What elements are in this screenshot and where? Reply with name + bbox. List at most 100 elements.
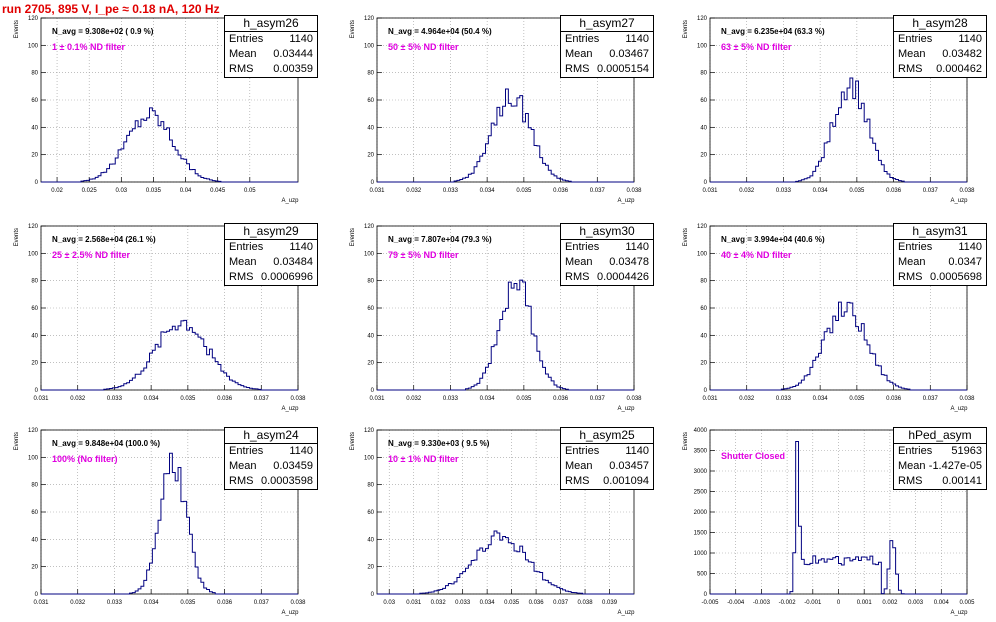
y-tick-label: 80 bbox=[367, 279, 374, 285]
navg-label: N_avg = 2.568e+04 (26.1 %) bbox=[52, 235, 156, 244]
x-tick-label: 0.025 bbox=[82, 188, 98, 194]
x-tick-label: 0.02 bbox=[51, 188, 63, 194]
stat-row-mean: Mean 0.03467 bbox=[561, 47, 653, 62]
stat-row-entries: Entries 1140 bbox=[561, 32, 653, 47]
y-tick-label: 100 bbox=[28, 455, 39, 461]
filter-label: 63 ± 5% ND filter bbox=[721, 42, 792, 52]
x-tick-label: 0.005 bbox=[959, 600, 975, 606]
stat-value: 0.03459 bbox=[273, 460, 313, 472]
y-tick-label: 0 bbox=[704, 180, 708, 186]
plot-frame bbox=[40, 225, 299, 391]
stat-label: RMS bbox=[898, 475, 923, 487]
stat-box: h_asym31 Entries 1140 Mean 0.0347 RMS 0.000569… bbox=[893, 223, 987, 286]
y-tick-label: 20 bbox=[367, 153, 374, 159]
x-tick-label: 0.038 bbox=[959, 396, 975, 402]
x-tick-label: 0.038 bbox=[578, 600, 594, 606]
stat-value: 0.03467 bbox=[609, 48, 649, 60]
histogram-line bbox=[377, 530, 634, 595]
y-tick-label: 20 bbox=[31, 565, 38, 571]
y-tick-label: 80 bbox=[31, 279, 38, 285]
stat-box: h_asym29 Entries 1140 Mean 0.03484 RMS 0.00069… bbox=[224, 223, 318, 286]
y-tick-label: 500 bbox=[697, 572, 708, 578]
histogram-line bbox=[377, 88, 634, 183]
x-tick-label: 0.035 bbox=[146, 188, 162, 194]
histogram-plot: 0.03 0.031 0.032 0.033 0.034 0.035 0.036 0.037 0… bbox=[350, 428, 635, 616]
y-tick-label: 80 bbox=[31, 71, 38, 77]
stat-value: 1140 bbox=[958, 33, 982, 45]
x-tick-label: -0.005 bbox=[701, 600, 719, 606]
stat-row-mean: Mean 0.03484 bbox=[225, 255, 317, 270]
x-tick-label: 0.037 bbox=[923, 188, 939, 194]
x-tick-label: -0.004 bbox=[727, 600, 745, 606]
stat-value: 1140 bbox=[958, 241, 982, 253]
x-tick-label: 0.037 bbox=[590, 188, 606, 194]
stat-label: RMS bbox=[229, 475, 254, 487]
histogram-panel-h_asym27: 0.031 0.032 0.033 0.034 0.035 0.036 0.037 0.038… bbox=[350, 15, 670, 208]
stat-box: h_asym25 Entries 1140 Mean 0.03457 RMS 0.00109… bbox=[560, 427, 654, 490]
y-tick-label: 80 bbox=[367, 71, 374, 77]
y-tick-label: 60 bbox=[700, 306, 707, 312]
x-tick-label: 0.001 bbox=[857, 600, 873, 606]
stat-value: 0.00141 bbox=[942, 475, 982, 487]
x-tick-label: 0.035 bbox=[849, 396, 865, 402]
plot-frame bbox=[709, 429, 968, 595]
x-tick-label: 0.031 bbox=[406, 600, 422, 606]
y-axis-label: Events bbox=[14, 228, 20, 246]
y-tick-label: 100 bbox=[697, 43, 708, 49]
y-tick-label: 120 bbox=[697, 224, 708, 230]
y-tick-label: 100 bbox=[28, 43, 39, 49]
stat-label: Entries bbox=[898, 33, 933, 45]
histogram-plot: 0.031 0.032 0.033 0.034 0.035 0.036 0.037 0.038… bbox=[683, 16, 975, 204]
stat-box-title: hPed_asym bbox=[894, 428, 986, 444]
stat-box: h_asym26 Entries 1140 Mean 0.03444 RMS 0.00359 bbox=[224, 15, 318, 78]
stat-row-rms: RMS 0.0004426 bbox=[561, 270, 653, 285]
x-tick-label: 0.034 bbox=[144, 396, 160, 402]
x-tick-label: 0.034 bbox=[480, 188, 496, 194]
x-tick-label: 0.033 bbox=[776, 188, 792, 194]
x-tick-label: -0.003 bbox=[753, 600, 771, 606]
x-tick-label: 0.036 bbox=[529, 600, 545, 606]
histogram-panel-h_asym26: 0.02 0.025 0.03 0.035 0.04 0.045 0.05 0 20 40 60 80… bbox=[14, 15, 334, 208]
stat-value: 0.0004426 bbox=[597, 271, 649, 283]
filter-label: Shutter Closed bbox=[721, 451, 786, 461]
x-axis-label: A_uzp bbox=[950, 198, 968, 204]
x-tick-label: 0.036 bbox=[217, 600, 233, 606]
y-tick-label: 100 bbox=[697, 251, 708, 257]
stat-row-entries: Entries 1140 bbox=[561, 240, 653, 255]
x-tick-label: 0.033 bbox=[443, 396, 459, 402]
y-tick-label: 80 bbox=[700, 71, 707, 77]
x-tick-label: 0.031 bbox=[369, 396, 385, 402]
y-tick-label: 40 bbox=[700, 125, 707, 131]
stat-row-mean: Mean 0.03457 bbox=[561, 459, 653, 474]
stat-row-entries: Entries 51963 bbox=[894, 444, 986, 459]
stat-label: Entries bbox=[565, 33, 600, 45]
stat-value: 1140 bbox=[289, 241, 313, 253]
stat-value: 1140 bbox=[289, 445, 313, 457]
stat-box-title: h_asym30 bbox=[561, 224, 653, 240]
x-tick-label: 0.033 bbox=[776, 396, 792, 402]
y-tick-label: 60 bbox=[31, 98, 38, 104]
histogram-panel-h_asym25: 0.03 0.031 0.032 0.033 0.034 0.035 0.036 0.037 0… bbox=[350, 427, 670, 620]
stat-label: Entries bbox=[229, 241, 264, 253]
x-tick-label: 0.037 bbox=[254, 396, 270, 402]
stat-box-title: h_asym28 bbox=[894, 16, 986, 32]
y-tick-label: 0 bbox=[704, 592, 708, 598]
stat-box-title: h_asym31 bbox=[894, 224, 986, 240]
x-tick-label: 0.038 bbox=[290, 396, 306, 402]
stat-row-mean: Mean 0.0347 bbox=[894, 255, 986, 270]
y-tick-label: 0 bbox=[704, 388, 708, 394]
stat-row-entries: Entries 1140 bbox=[894, 32, 986, 47]
x-tick-label: 0.032 bbox=[406, 396, 422, 402]
histogram-line bbox=[41, 452, 298, 595]
histogram-line bbox=[710, 301, 967, 391]
x-tick-label: 0.039 bbox=[602, 600, 618, 606]
y-tick-label: 20 bbox=[31, 153, 38, 159]
y-axis-label: Events bbox=[14, 20, 20, 38]
y-axis-label: Events bbox=[683, 432, 689, 450]
x-tick-label: 0.036 bbox=[886, 188, 902, 194]
histogram-line bbox=[41, 319, 298, 391]
x-tick-label: 0.033 bbox=[107, 600, 123, 606]
stat-label: Entries bbox=[229, 33, 264, 45]
y-tick-label: 40 bbox=[31, 537, 38, 543]
x-tick-label: 0.004 bbox=[934, 600, 950, 606]
